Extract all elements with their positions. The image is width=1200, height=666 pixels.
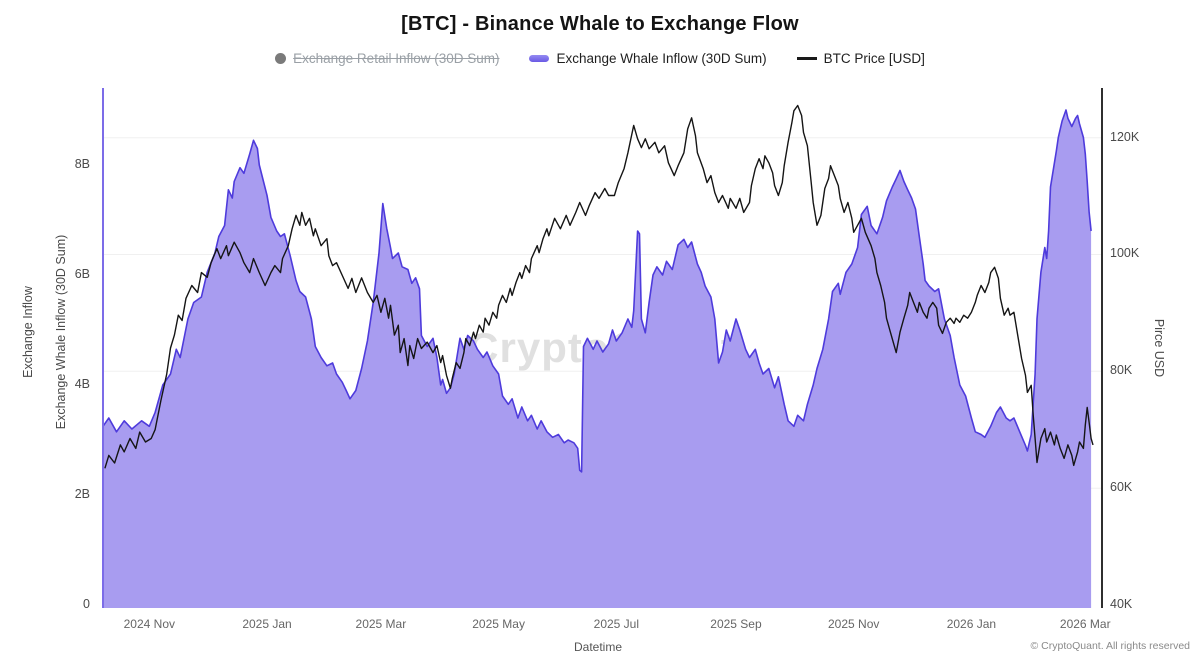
y-left-tick-label: 4B (74, 377, 90, 391)
whale-inflow-line (102, 109, 1092, 473)
x-tick-label: 2025 May (472, 617, 525, 631)
x-tick-label: 2025 Mar (355, 617, 407, 631)
whale-inflow-area (103, 110, 1092, 608)
chart-title: [BTC] - Binance Whale to Exchange Flow (401, 13, 799, 35)
area-swatch-icon (529, 55, 550, 62)
legend: Exchange Retail Inflow (30D Sum) Exchange… (0, 51, 1200, 66)
y-right-tick-label: 60K (1110, 480, 1133, 495)
legend-item-whale-inflow[interactable]: Exchange Whale Inflow (30D Sum) (529, 51, 767, 66)
legend-label: Exchange Whale Inflow (30D Sum) (556, 51, 767, 66)
legend-item-btc-price[interactable]: BTC Price [USD] (796, 51, 925, 66)
x-tick-label: 2026 Jan (946, 617, 997, 631)
y-left-tick-label: 8B (74, 157, 90, 171)
y-left-tick-label: 2B (74, 487, 90, 501)
x-tick-label: 2025 Jan (242, 617, 292, 631)
x-tick-label: 2026 Mar (1059, 617, 1111, 631)
y-left-tick-label: 0 (83, 597, 90, 611)
x-axis-title: Datetime (573, 640, 623, 654)
line-marker-icon (796, 57, 817, 60)
y-right-tick-label: 100K (1110, 246, 1140, 261)
btc-price-line (104, 104, 1094, 469)
x-tick-label: 2024 Nov (123, 617, 175, 631)
circle-marker-icon (275, 53, 287, 64)
y-right-tick-label: 40K (1110, 597, 1133, 611)
y-axis-title-whale-inflow: Exchange Whale Inflow (30D Sum) (54, 234, 68, 430)
y-left-tick-label: 6B (74, 267, 90, 281)
y-right-tick-label: 120K (1110, 129, 1140, 144)
y-right-tick-label: 80K (1110, 363, 1133, 378)
legend-item-retail-inflow[interactable]: Exchange Retail Inflow (30D Sum) (275, 51, 499, 66)
legend-label: BTC Price [USD] (823, 51, 925, 66)
legend-label: Exchange Retail Inflow (30D Sum) (293, 51, 500, 66)
x-tick-label: 2025 Nov (828, 617, 880, 631)
y-axis-title-price: Pirce USD (1152, 318, 1166, 378)
y-axis-title-exchange-inflow: Exchange Inflow (21, 286, 35, 378)
copyright-note: © CryptoQuant. All rights reserved (1030, 640, 1190, 652)
x-tick-label: 2025 Jul (593, 617, 640, 631)
x-tick-label: 2025 Sep (710, 617, 762, 631)
